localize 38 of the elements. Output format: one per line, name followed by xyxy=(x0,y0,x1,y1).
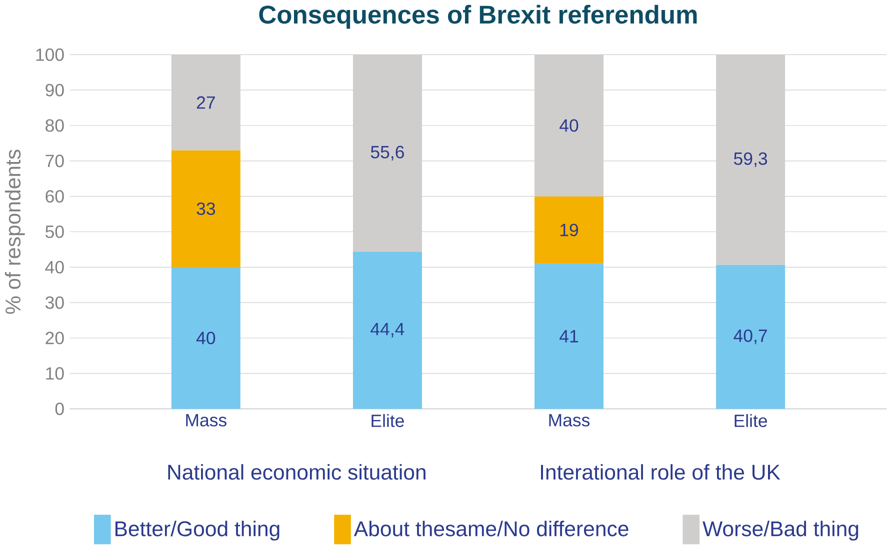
y-tick-label: 20 xyxy=(46,332,64,344)
y-tick-label: 40 xyxy=(45,260,64,274)
data-label: 59,3 xyxy=(734,152,768,167)
data-label: 40 xyxy=(196,332,216,344)
text: Interational role of the UK xyxy=(541,464,780,480)
data-label: 27 xyxy=(196,96,215,109)
bar xyxy=(534,264,604,409)
x-tick-label: Elite xyxy=(734,414,767,427)
data-label: 19 xyxy=(560,224,578,236)
y-tick-label: 50 xyxy=(46,225,64,238)
bar xyxy=(171,267,240,409)
bar xyxy=(352,251,422,409)
bar xyxy=(534,196,604,264)
data-label: 40 xyxy=(560,119,578,132)
legend-label: Worse/Bad thing xyxy=(702,520,858,540)
bar xyxy=(171,150,240,268)
legend-label: About thesame/No difference xyxy=(354,520,628,536)
y-tick-label: 60 xyxy=(46,190,64,203)
y-tick-label: 30 xyxy=(45,296,64,309)
y-tick-label: 10 xyxy=(46,367,64,380)
data-label: 33 xyxy=(196,202,216,215)
y-axis-title: % of respondents xyxy=(4,150,25,314)
chart-title: Consequences of Brexit referendum xyxy=(259,4,697,29)
y-tick-label: 100 xyxy=(36,48,64,61)
x-tick-label: Elite xyxy=(372,414,404,427)
y-tick-label: 70 xyxy=(46,154,64,168)
y-tick-label: 80 xyxy=(46,119,64,132)
text: National economic situation xyxy=(168,464,426,480)
y-tick-label: 90 xyxy=(46,84,64,96)
x-tick-label: Mass xyxy=(549,414,590,426)
data-label: 40,7 xyxy=(734,329,767,344)
bar xyxy=(716,264,786,409)
data-label: 44,4 xyxy=(370,322,404,338)
x-tick-label: Mass xyxy=(186,414,226,426)
data-label: 55,6 xyxy=(370,146,404,160)
legend-label: Better/Good thing xyxy=(116,520,280,540)
data-label: 41 xyxy=(560,330,578,342)
y-tick-label: 0 xyxy=(55,402,64,416)
